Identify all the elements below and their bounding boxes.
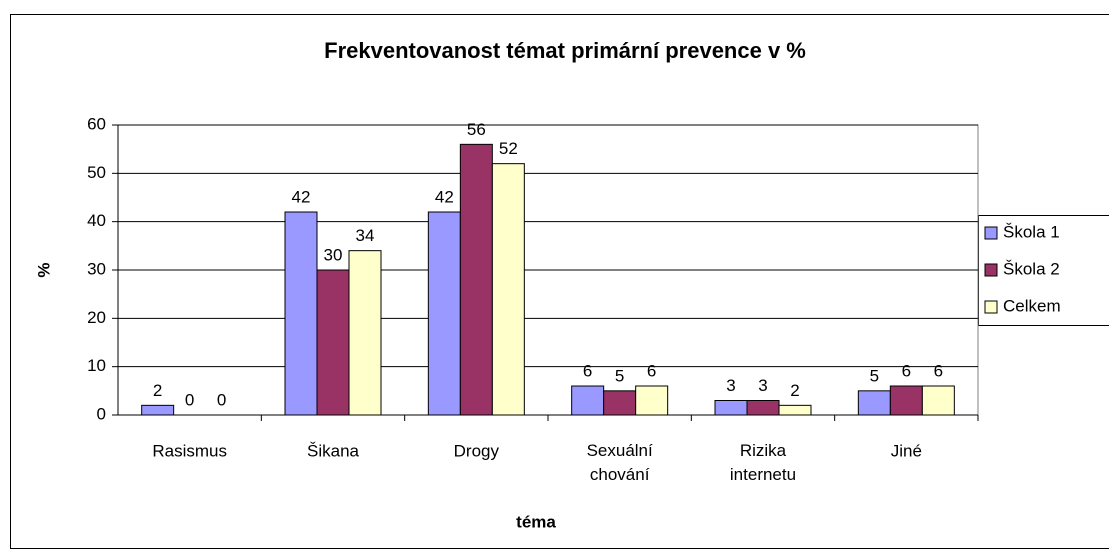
legend-label: Celkem bbox=[1003, 296, 1061, 315]
y-tick-label: 20 bbox=[87, 308, 106, 327]
legend-box bbox=[978, 215, 1109, 326]
x-tick-label: Rasismus bbox=[152, 441, 227, 460]
data-label: 6 bbox=[583, 361, 592, 380]
bar bbox=[141, 404, 175, 416]
bar bbox=[635, 385, 669, 416]
x-tick-label-line: chování bbox=[590, 465, 650, 484]
y-tick-label: 50 bbox=[87, 163, 106, 182]
bar bbox=[284, 211, 318, 416]
data-label: 0 bbox=[217, 390, 226, 409]
data-label: 6 bbox=[647, 361, 656, 380]
chart-title: Frekventovanost témat primární prevence … bbox=[324, 38, 806, 63]
x-tick-label: Jiné bbox=[891, 441, 922, 460]
y-tick-label: 10 bbox=[87, 356, 106, 375]
data-label: 3 bbox=[758, 376, 767, 395]
data-label: 3 bbox=[726, 376, 735, 395]
x-tick-label-line: Sexuální bbox=[587, 441, 653, 460]
data-label: 2 bbox=[153, 381, 162, 400]
bar bbox=[491, 163, 525, 416]
bar bbox=[889, 385, 923, 416]
bar bbox=[746, 400, 780, 416]
x-tick-label: Drogy bbox=[454, 441, 500, 460]
data-label: 6 bbox=[902, 361, 911, 380]
data-label: 34 bbox=[356, 226, 375, 245]
x-tick-label: Šikana bbox=[307, 441, 360, 460]
y-tick-label: 30 bbox=[87, 259, 106, 278]
bar bbox=[459, 143, 493, 416]
legend-label: Škola 2 bbox=[1003, 259, 1060, 278]
x-tick-label-line: Rizika bbox=[740, 441, 787, 460]
bar bbox=[316, 269, 350, 416]
bar bbox=[427, 211, 461, 416]
legend-swatch bbox=[984, 300, 998, 314]
data-label: 5 bbox=[870, 366, 879, 385]
x-axis-title: téma bbox=[516, 512, 556, 531]
bar bbox=[921, 385, 955, 416]
x-tick-label-line: internetu bbox=[730, 465, 796, 484]
x-tick-label: Rizika internetu bbox=[730, 441, 796, 484]
x-tick-label: Sexuální chování bbox=[587, 441, 653, 484]
legend-label: Škola 1 bbox=[1003, 222, 1060, 241]
y-tick-label: 60 bbox=[87, 114, 106, 133]
bar bbox=[714, 400, 748, 416]
bar bbox=[857, 390, 891, 416]
data-label: 5 bbox=[615, 366, 624, 385]
data-label: 30 bbox=[324, 245, 343, 264]
legend-swatch bbox=[984, 263, 998, 277]
data-label: 52 bbox=[499, 139, 518, 158]
bar bbox=[571, 385, 605, 416]
y-axis-title: % bbox=[34, 262, 53, 277]
data-label: 6 bbox=[934, 361, 943, 380]
data-label: 0 bbox=[185, 390, 194, 409]
bar bbox=[778, 404, 812, 416]
data-label: 42 bbox=[292, 187, 311, 206]
bar bbox=[348, 250, 382, 416]
data-label: 2 bbox=[790, 381, 799, 400]
y-tick-label: 40 bbox=[87, 211, 106, 230]
y-tick-label: 0 bbox=[97, 404, 106, 423]
legend-swatch bbox=[984, 226, 998, 240]
data-label: 42 bbox=[435, 187, 454, 206]
bar bbox=[603, 390, 637, 416]
data-label: 56 bbox=[467, 120, 486, 139]
